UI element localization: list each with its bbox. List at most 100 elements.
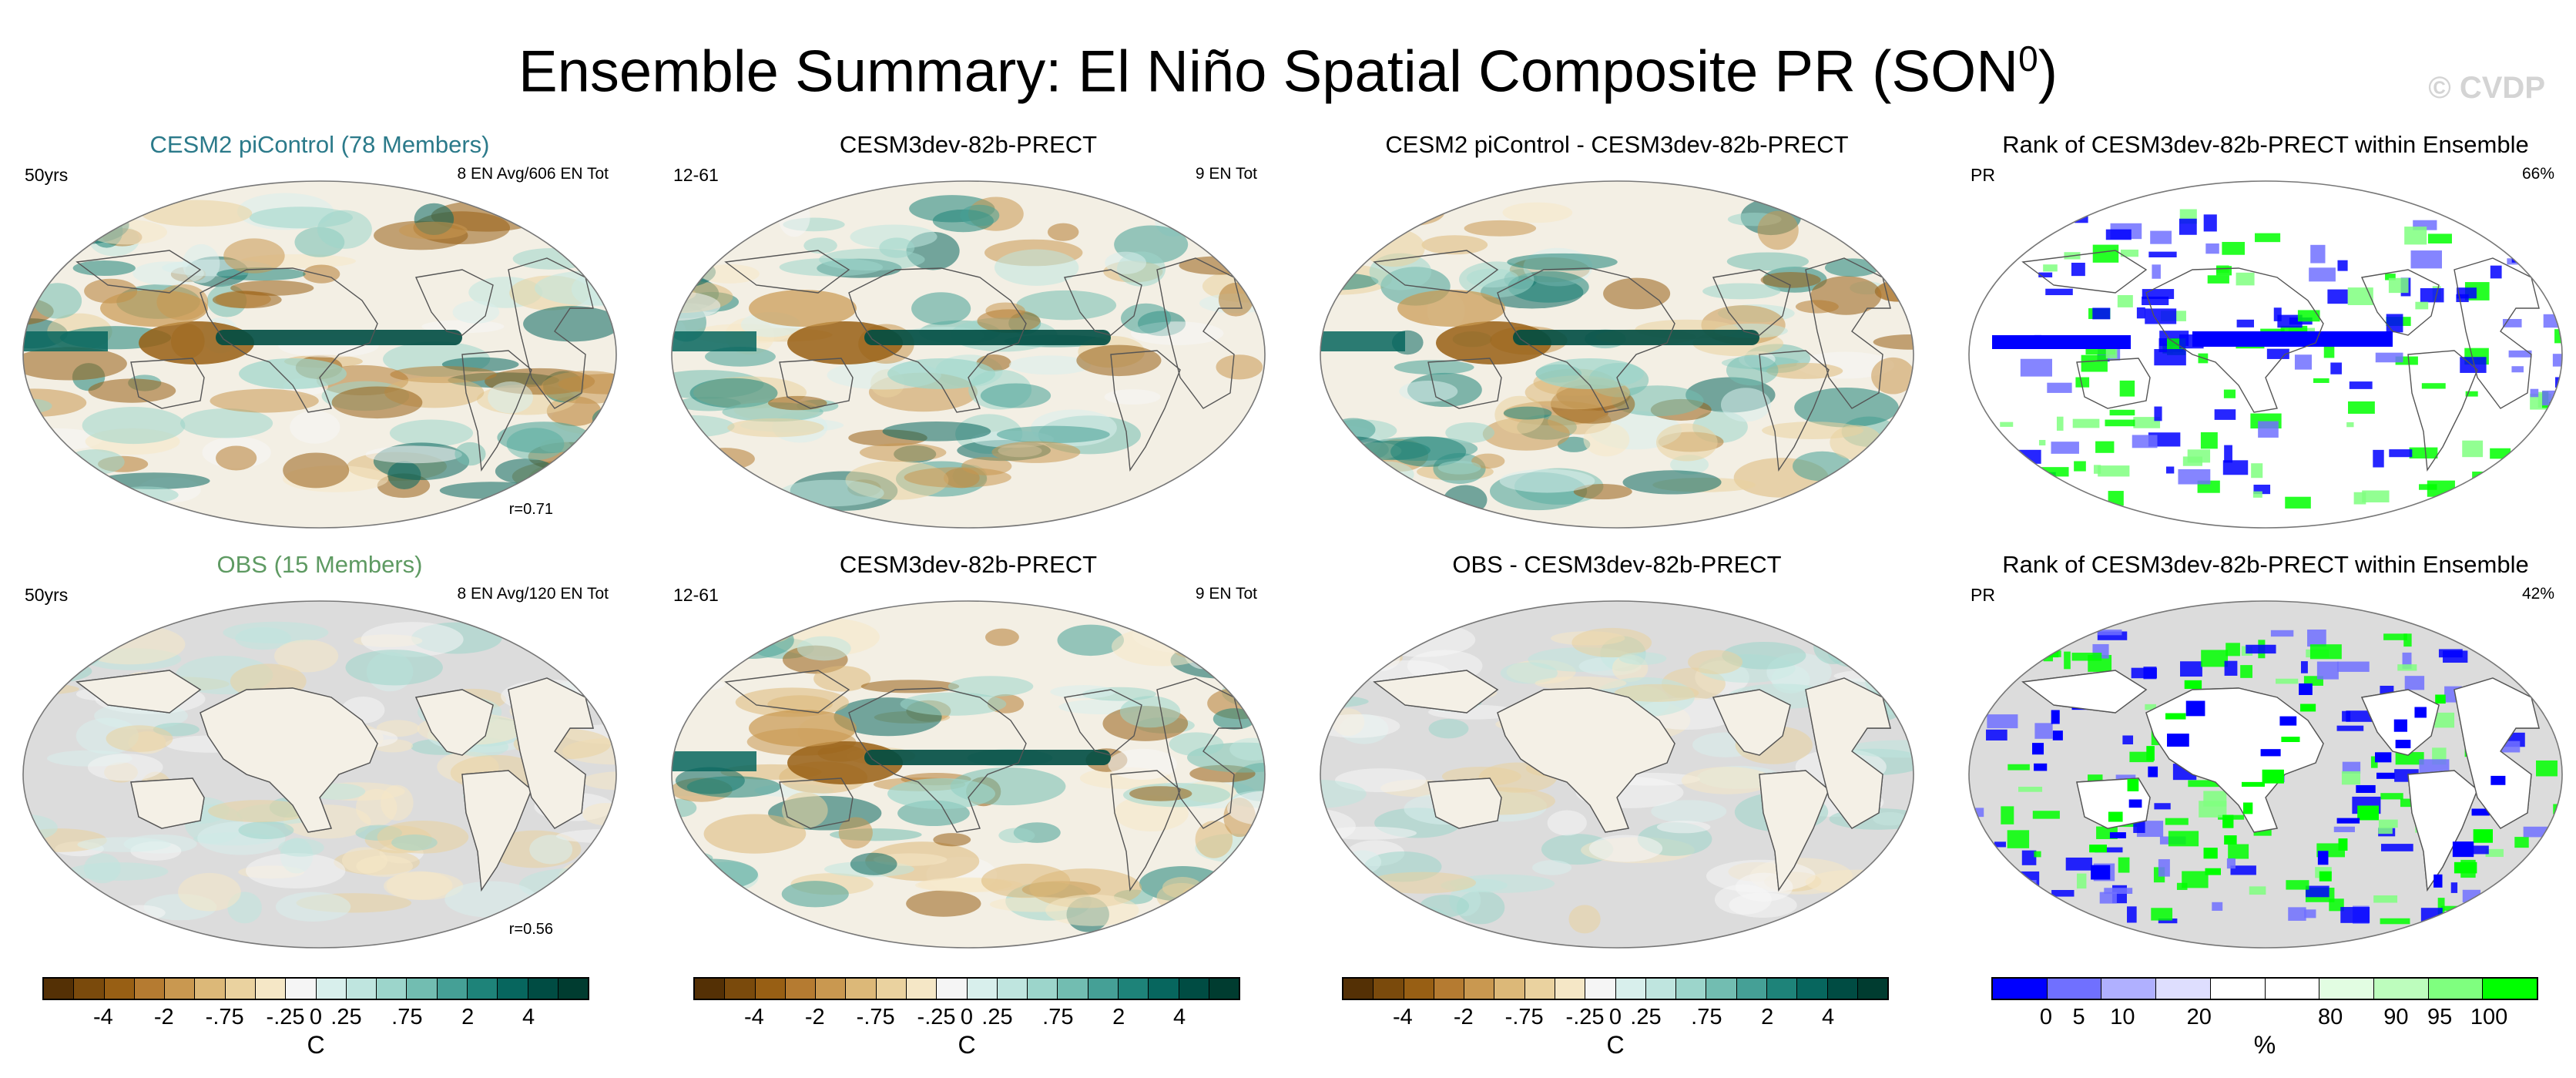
- anomaly-blob: [1320, 440, 1361, 475]
- anomaly-blob: [1111, 626, 1214, 667]
- rank-land-cell: [2051, 710, 2060, 724]
- rank-cell: [2511, 366, 2524, 373]
- rank-cell: [2502, 892, 2521, 907]
- rank-cell: [2000, 421, 2014, 427]
- rank-cell: [2075, 377, 2090, 388]
- panel-left-label: 12-61: [673, 585, 719, 605]
- land-region-2: [1712, 689, 1791, 756]
- anomaly-blob: [1229, 482, 1265, 497]
- anomaly-blob: [981, 863, 1071, 898]
- rank-cell: [2076, 873, 2087, 889]
- rank-cell: [2088, 774, 2103, 782]
- robinson-map: [1968, 600, 2570, 949]
- anomaly-blob: [911, 292, 971, 325]
- rank-land-cell: [2357, 805, 2379, 821]
- rank-cell: [2502, 318, 2522, 327]
- coastline-4: [508, 257, 594, 409]
- rank-cell: [2327, 289, 2348, 304]
- rank-cell: [2285, 496, 2311, 509]
- anomaly-blob: [1443, 485, 1488, 515]
- rank-cell: [2154, 349, 2186, 366]
- panel-title: CESM2 piControl (78 Members): [149, 131, 490, 158]
- rank-land-cell: [2356, 784, 2376, 794]
- colorbar-tick-label: .25: [981, 1005, 1013, 1029]
- anomaly-blob: [803, 237, 837, 254]
- colorbar-swatch: [558, 979, 589, 999]
- anomaly-blob: [1191, 482, 1261, 512]
- colorbar-tick-label: 2: [1761, 1005, 1774, 1029]
- rank-cell: [2199, 801, 2227, 818]
- panel-right-label: 8 EN Avg/606 EN Tot: [457, 165, 609, 183]
- anomaly-blob: [1805, 869, 1910, 895]
- anomaly-blob: [882, 421, 991, 442]
- rank-cell: [2108, 491, 2124, 506]
- rank-land-cell: [2454, 861, 2477, 874]
- rank-cell: [2133, 417, 2161, 428]
- anomaly-blob: [1372, 199, 1445, 227]
- anomaly-blob: [208, 800, 311, 823]
- anomaly-blob: [439, 482, 545, 499]
- colorbar-tick-label: -.75: [205, 1005, 244, 1029]
- rank-cell: [2064, 651, 2071, 670]
- rank-cell: [2562, 728, 2570, 740]
- anomaly-blob: [562, 466, 609, 484]
- colorbar-swatch: [2319, 979, 2374, 999]
- coastline-1: [779, 777, 854, 829]
- rank-cell: [2178, 468, 2211, 485]
- coastline-3: [1110, 350, 1181, 472]
- anomaly-blob: [1330, 418, 1376, 442]
- rank-cell: [2303, 909, 2316, 918]
- colorbar-tick-label: -2: [153, 1005, 174, 1029]
- colorbar-swatch: [1058, 979, 1088, 999]
- rank-cell: [2158, 918, 2178, 924]
- spcz-band: [887, 358, 995, 389]
- rank-cell: [2465, 391, 2478, 397]
- colorbar-boxes: [1991, 977, 2538, 1000]
- land-region-3: [1759, 770, 1830, 892]
- colorbar-swatch: [346, 979, 377, 999]
- colorbar-swatch: [528, 979, 558, 999]
- rank-land-cell: [2222, 814, 2234, 828]
- rank-land-cell: [2185, 700, 2205, 717]
- anomaly-blob: [1363, 228, 1425, 267]
- anomaly-blob: [1105, 251, 1146, 274]
- rank-cell: [2051, 442, 2079, 454]
- rank-cell: [2215, 266, 2232, 276]
- equatorial-band-west: [1320, 331, 1405, 351]
- anomaly-blob: [767, 395, 827, 411]
- colorbar-boxes: [693, 977, 1240, 1000]
- anomaly-blob: [1830, 425, 1883, 460]
- rank-cell: [2518, 658, 2533, 667]
- rank-cell: [2120, 249, 2139, 257]
- colorbar-tick-label: 95: [2427, 1005, 2453, 1029]
- rank-cell: [1994, 841, 2006, 848]
- anomaly-blob: [797, 636, 851, 661]
- rank-cell: [2388, 277, 2409, 294]
- colorbar-swatch: [1645, 979, 1677, 999]
- rank-cell: [2165, 466, 2175, 474]
- rank-cell: [2348, 401, 2375, 414]
- rank-cell: [2051, 890, 2075, 897]
- colorbar-unit: C: [1606, 1031, 1625, 1059]
- rank-cell: [2461, 845, 2489, 855]
- rank-cell: [2395, 752, 2424, 765]
- colorbar-swatch: [2373, 979, 2429, 999]
- rank-cell: [2154, 406, 2162, 421]
- rank-cell: [2145, 704, 2156, 710]
- colorbar-swatch: [1736, 979, 1767, 999]
- anomaly-blob: [1681, 767, 1773, 794]
- rank-cell: [2145, 308, 2177, 324]
- rank-land-cell: [2490, 775, 2506, 785]
- colorbar-swatch: [286, 979, 317, 999]
- rank-land-cell: [2300, 704, 2316, 712]
- rank-cell: [2309, 644, 2342, 660]
- anomaly-blob: [290, 410, 340, 444]
- rank-cell: [2056, 416, 2064, 431]
- map-panel-3: CESM2 piControl - CESM3dev-82b-PRECT: [1313, 131, 1921, 547]
- anomaly-blob: [365, 445, 462, 464]
- rank-cell: [2353, 492, 2366, 505]
- anomaly-blob: [778, 196, 810, 237]
- coastline-2: [1063, 689, 1142, 756]
- map-border: [1968, 180, 2563, 529]
- panel-right-label: 66%: [2521, 165, 2554, 183]
